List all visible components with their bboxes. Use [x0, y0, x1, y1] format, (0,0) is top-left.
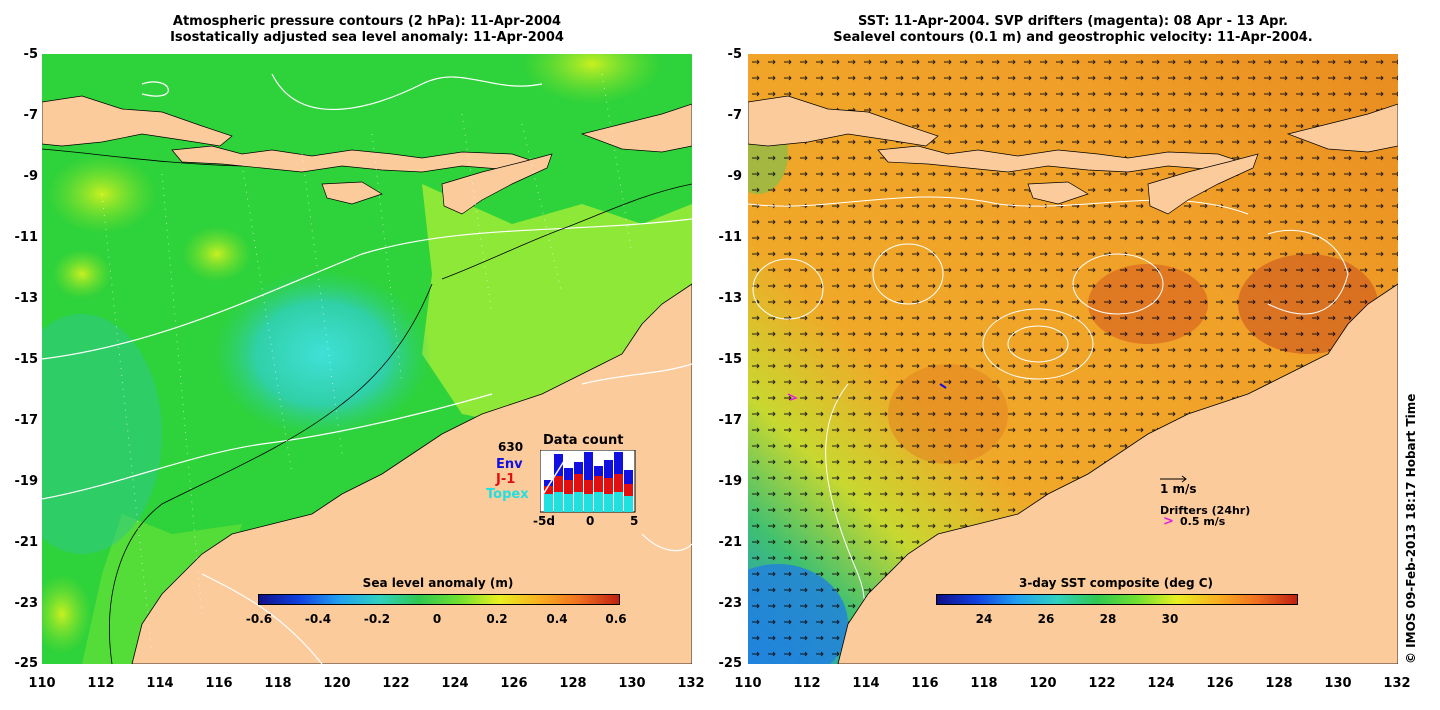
right-xtick: 116 [911, 676, 939, 691]
left-xtick: 130 [618, 676, 646, 691]
right-xtick: 118 [970, 676, 998, 691]
data-count-total: 630 [498, 440, 524, 454]
left-colorbar-tick: -0.6 [245, 612, 273, 626]
data-count-xtick: -5d [533, 514, 555, 528]
left-colorbar-tick: 0.2 [486, 612, 508, 626]
right-ytick: -11 [718, 230, 743, 245]
right-colorbar-tick: 24 [975, 612, 993, 626]
velocity-scale-arrow-icon [1160, 475, 1187, 483]
right-ytick: -19 [718, 474, 743, 489]
right-title-line1: SST: 11-Apr-2004. SVP drifters (magenta)… [858, 14, 1288, 29]
left-colorbar-tick: 0.6 [605, 612, 627, 626]
left-xtick: 116 [205, 676, 233, 691]
left-xtick: 120 [323, 676, 351, 691]
right-ytick: -7 [727, 108, 742, 123]
drifters-symbol-icon: > [1163, 514, 1174, 529]
left-colorbar-tick: -0.4 [304, 612, 332, 626]
left-ytick: -25 [14, 656, 39, 671]
right-xtick: 124 [1147, 676, 1175, 691]
left-ytick: -5 [23, 47, 38, 62]
left-colorbar [258, 594, 620, 605]
legend-j1: J-1 [496, 472, 516, 487]
left-xtick: 110 [28, 676, 56, 691]
left-ytick: -15 [14, 352, 39, 367]
right-xtick: 120 [1029, 676, 1057, 691]
left-ytick: -19 [14, 474, 39, 489]
left-xtick: 124 [441, 676, 469, 691]
left-ytick: -7 [23, 108, 38, 123]
right-ytick: -13 [718, 291, 743, 306]
data-count-title: Data count [543, 433, 624, 448]
right-xtick: 110 [734, 676, 762, 691]
left-xtick: 122 [382, 676, 410, 691]
left-xtick: 128 [559, 676, 587, 691]
right-colorbar-title: 3-day SST composite (deg C) [1018, 576, 1214, 590]
right-ytick: -5 [727, 47, 742, 62]
velocity-scale-label: 1 m/s [1160, 482, 1197, 496]
left-ytick: -17 [14, 413, 39, 428]
left-ytick: -23 [14, 596, 39, 611]
right-ytick: -25 [718, 656, 743, 671]
left-xtick: 118 [264, 676, 292, 691]
right-ytick: -17 [718, 413, 743, 428]
left-xtick: 112 [87, 676, 115, 691]
right-ytick: -23 [718, 596, 743, 611]
left-colorbar-title: Sea level anomaly (m) [362, 576, 514, 590]
right-colorbar [936, 594, 1298, 605]
left-ytick: -9 [23, 169, 38, 184]
copyright-text: © IMOS 09-Feb-2013 18:17 Hobart Time [1404, 393, 1418, 664]
right-xtick: 132 [1383, 676, 1411, 691]
right-ytick: -21 [718, 535, 743, 550]
right-xtick: 122 [1088, 676, 1116, 691]
right-xtick: 130 [1324, 676, 1352, 691]
left-colorbar-tick: 0.4 [546, 612, 568, 626]
left-xtick: 114 [146, 676, 174, 691]
drifters-speed-label: 0.5 m/s [1180, 515, 1226, 528]
right-colorbar-tick: 28 [1099, 612, 1117, 626]
left-colorbar-tick: 0 [432, 612, 442, 626]
left-ytick: -13 [14, 291, 39, 306]
left-map [42, 54, 692, 664]
right-map-panel [748, 54, 1398, 664]
left-ytick: -11 [14, 230, 39, 245]
right-title-line2: Sealevel contours (0.1 m) and geostrophi… [833, 30, 1313, 45]
right-map [748, 54, 1398, 664]
right-xtick: 126 [1206, 676, 1234, 691]
left-title-line1: Atmospheric pressure contours (2 hPa): 1… [172, 14, 562, 29]
right-colorbar-tick: 30 [1161, 612, 1179, 626]
right-xtick: 128 [1265, 676, 1293, 691]
left-map-panel [42, 54, 692, 664]
left-xtick: 132 [677, 676, 705, 691]
right-ytick: -15 [718, 352, 743, 367]
data-count-xtick: 5 [630, 514, 639, 528]
right-xtick: 112 [793, 676, 821, 691]
right-xtick: 114 [852, 676, 880, 691]
right-ytick: -9 [727, 169, 742, 184]
data-count-xtick: 0 [586, 514, 595, 528]
left-xtick: 126 [500, 676, 528, 691]
right-colorbar-tick: 26 [1037, 612, 1055, 626]
left-ytick: -21 [14, 535, 39, 550]
left-colorbar-tick: -0.2 [363, 612, 391, 626]
left-title-line2: Isostatically adjusted sea level anomaly… [170, 30, 564, 45]
drifters-legend-label: Drifters (24hr) [1160, 504, 1251, 517]
data-count-histogram [540, 450, 636, 513]
legend-env: Env [496, 457, 523, 472]
legend-topex: Topex [486, 487, 529, 502]
